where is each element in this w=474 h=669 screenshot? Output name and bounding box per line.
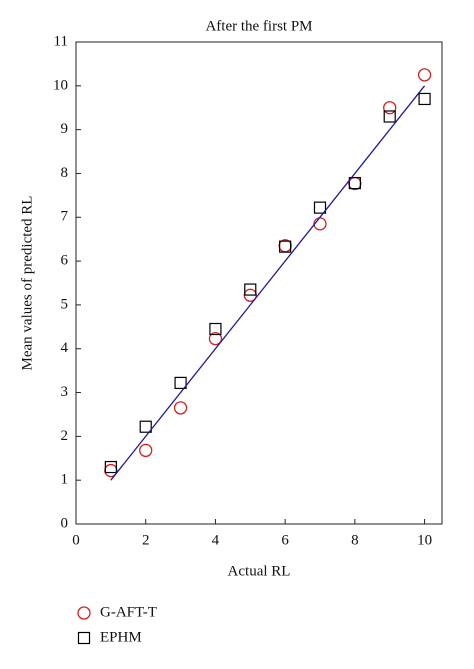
square-marker <box>244 283 257 296</box>
circle-marker <box>77 606 91 620</box>
square-marker <box>418 92 431 106</box>
square-marker <box>174 376 187 390</box>
y-tick-label: 0 <box>61 515 69 531</box>
fit-line <box>110 85 426 481</box>
y-tick-label: 11 <box>54 33 68 49</box>
x-tick-label: 2 <box>142 532 150 548</box>
circle-marker <box>313 217 327 231</box>
square-marker <box>348 176 361 190</box>
square-marker <box>139 420 152 433</box>
square-marker <box>104 460 117 474</box>
square-marker <box>279 240 292 253</box>
circle-marker <box>417 68 432 82</box>
square-marker <box>209 322 222 336</box>
x-tick-label: 10 <box>417 532 432 548</box>
y-tick-label: 7 <box>61 209 69 225</box>
y-tick-label: 8 <box>61 165 69 181</box>
y-tick-label: 6 <box>61 253 69 269</box>
legend-label: EPHM <box>100 629 142 645</box>
square-marker <box>383 110 396 123</box>
square-marker <box>313 201 327 214</box>
square-marker <box>77 631 91 645</box>
circle-marker <box>139 443 153 458</box>
plot-frame <box>75 41 443 525</box>
circle-marker <box>173 401 188 415</box>
y-tick-label: 3 <box>61 384 69 400</box>
y-tick-label: 4 <box>61 340 69 356</box>
x-tick-label: 6 <box>281 532 289 548</box>
x-axis-label: Actual RL <box>228 563 291 579</box>
legend-label: G-AFT-T <box>100 604 157 620</box>
circle-marker <box>208 331 223 346</box>
y-tick-label: 5 <box>61 296 69 312</box>
y-tick-label: 9 <box>61 121 69 137</box>
x-tick-label: 8 <box>351 532 359 548</box>
circle-marker <box>383 101 397 115</box>
y-axis-label: Mean values of predicted RL <box>19 196 35 371</box>
y-tick-label: 10 <box>53 77 68 93</box>
y-tick-label: 1 <box>61 472 69 488</box>
y-tick-label: 2 <box>61 428 69 444</box>
x-tick-label: 4 <box>212 532 220 548</box>
x-tick-label: 0 <box>72 532 80 548</box>
chart-title: After the first PM <box>205 18 312 34</box>
